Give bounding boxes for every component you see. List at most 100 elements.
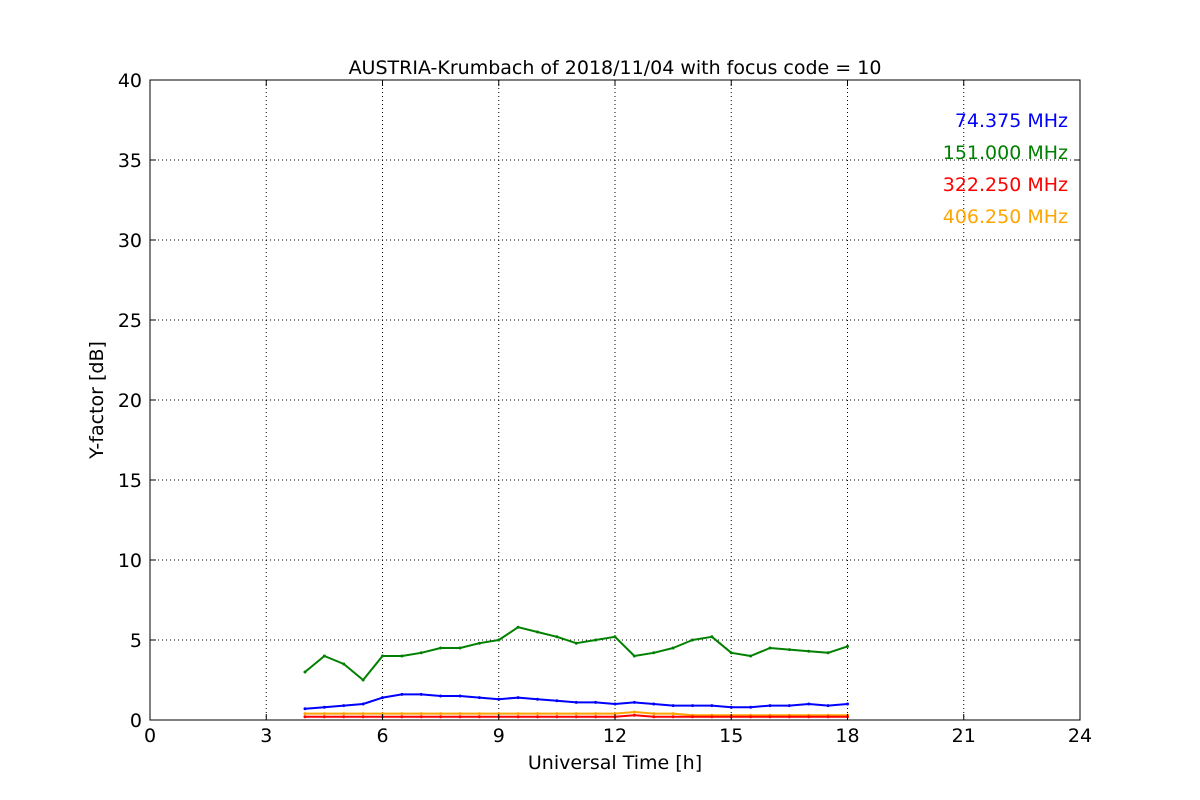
x-tick-label: 6 — [376, 725, 388, 747]
data-point — [768, 715, 772, 719]
data-point — [400, 712, 404, 716]
data-point — [671, 712, 675, 716]
data-point — [691, 638, 694, 642]
y-tick-label: 5 — [130, 630, 142, 652]
data-point — [477, 712, 481, 716]
data-point — [691, 704, 694, 708]
data-point — [749, 715, 753, 719]
data-point — [729, 651, 733, 655]
data-point — [652, 702, 656, 706]
data-point — [787, 715, 791, 719]
y-tick-label: 30 — [118, 230, 142, 252]
legend-entry: 406.250 MHz — [943, 206, 1068, 228]
data-point — [361, 712, 365, 716]
data-point — [439, 694, 443, 698]
data-point — [303, 670, 307, 674]
data-point — [303, 712, 307, 716]
data-point — [671, 715, 675, 719]
data-point — [439, 715, 443, 719]
data-point — [632, 713, 636, 717]
data-point — [846, 644, 849, 648]
data-point — [536, 630, 539, 634]
data-point — [574, 641, 578, 645]
data-point — [419, 712, 423, 716]
y-tick-label: 15 — [118, 470, 142, 492]
data-point — [613, 712, 617, 716]
data-point — [632, 710, 636, 714]
data-point — [729, 705, 733, 709]
data-point — [400, 715, 404, 719]
data-point — [632, 654, 636, 658]
data-point — [477, 641, 481, 645]
x-tick-label: 24 — [1068, 725, 1092, 747]
y-axis-label: Y-factor [dB] — [86, 341, 108, 460]
data-point — [555, 712, 559, 716]
x-tick-label: 15 — [719, 725, 743, 747]
data-point — [303, 707, 307, 711]
data-point — [710, 715, 714, 719]
x-tick-label: 0 — [144, 725, 156, 747]
data-point — [497, 638, 501, 642]
data-point — [419, 715, 423, 719]
data-point — [516, 625, 520, 629]
data-point — [342, 715, 346, 719]
data-point — [536, 715, 539, 719]
y-tick-label: 40 — [118, 70, 142, 92]
x-tick-label: 12 — [603, 725, 627, 747]
data-point — [361, 715, 365, 719]
data-point — [361, 702, 365, 706]
data-point — [458, 646, 462, 650]
data-point — [342, 662, 346, 666]
data-point — [458, 694, 462, 698]
data-point — [419, 692, 423, 696]
data-point — [322, 712, 326, 716]
data-point — [322, 654, 326, 658]
legend-entry: 322.250 MHz — [943, 174, 1068, 196]
data-point — [652, 712, 656, 716]
data-point — [787, 648, 791, 652]
x-tick-label: 3 — [260, 725, 272, 747]
data-point — [458, 712, 462, 716]
y-tick-label: 35 — [118, 150, 142, 172]
data-point — [807, 715, 811, 719]
x-tick-label: 21 — [952, 725, 976, 747]
data-point — [826, 704, 830, 708]
legend-entry: 74.375 MHz — [955, 110, 1068, 132]
data-point — [439, 646, 443, 650]
data-point — [322, 715, 326, 719]
data-point — [594, 712, 598, 716]
data-point — [613, 635, 617, 639]
data-point — [768, 646, 772, 650]
data-point — [497, 712, 501, 716]
data-point — [477, 696, 481, 700]
data-point — [671, 704, 675, 708]
data-point — [671, 646, 675, 650]
data-point — [691, 715, 694, 719]
data-point — [807, 702, 811, 706]
data-point — [574, 715, 578, 719]
data-point — [536, 712, 539, 716]
data-point — [419, 651, 423, 655]
data-point — [555, 699, 559, 703]
axis-ticks: 0 3 6 9 12 15 18 21 24 0 5 10 15 20 25 30 35 40 — [118, 70, 1092, 747]
data-point — [303, 715, 307, 719]
data-point — [594, 638, 598, 642]
chart-title: AUSTRIA-Krumbach of 2018/11/04 with focu… — [349, 57, 882, 79]
data-point — [381, 696, 384, 700]
data-point — [477, 715, 481, 719]
data-point — [458, 715, 462, 719]
data-point — [555, 715, 559, 719]
data-point — [342, 704, 346, 708]
data-point — [439, 712, 443, 716]
data-point — [322, 705, 326, 709]
legend: 74.375 MHz 151.000 MHz 322.250 MHz 406.250 … — [943, 110, 1068, 228]
data-point — [516, 696, 520, 700]
data-point — [807, 649, 811, 653]
y-tick-label: 20 — [118, 390, 142, 412]
data-point — [652, 651, 656, 655]
x-axis-label: Universal Time [h] — [528, 752, 702, 774]
x-tick-label: 18 — [835, 725, 859, 747]
data-point — [381, 654, 384, 658]
data-point — [536, 697, 539, 701]
data-point — [516, 712, 520, 716]
